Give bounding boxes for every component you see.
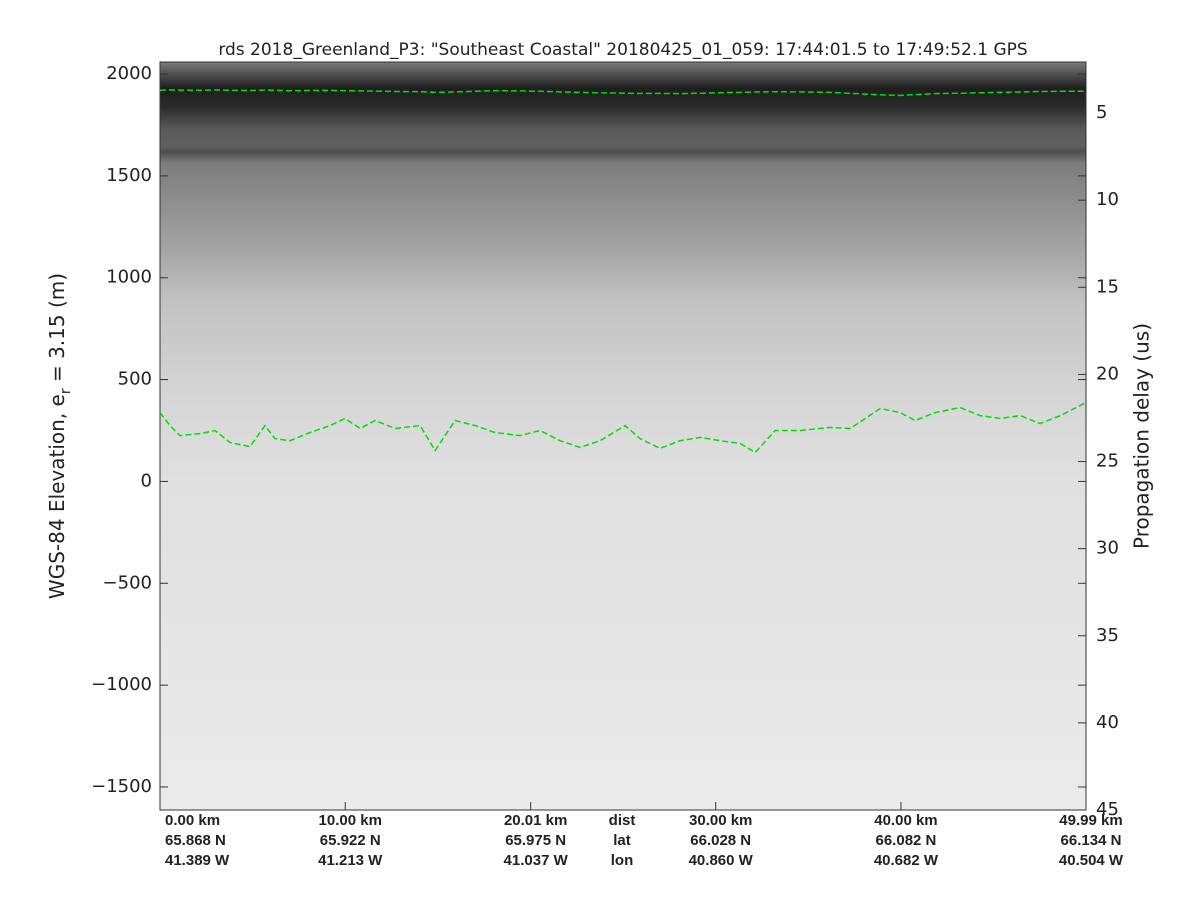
lon-label: 40.504 W bbox=[1059, 852, 1124, 869]
y2-tick-label: 10 bbox=[1096, 189, 1119, 210]
x-tick-label: 0.00 km bbox=[165, 812, 220, 829]
y2-tick-label: 25 bbox=[1096, 451, 1119, 472]
lon-label: 40.860 W bbox=[689, 852, 754, 869]
x-tick-label: 30.00 km bbox=[689, 812, 752, 829]
lon-label: 41.213 W bbox=[318, 852, 383, 869]
row-label: dist bbox=[609, 812, 636, 829]
y-tick-label: 1500 bbox=[106, 165, 152, 186]
y-tick-label: 1000 bbox=[106, 267, 152, 288]
lat-label: 66.082 N bbox=[876, 832, 937, 849]
x-tick-label: 40.00 km bbox=[874, 812, 937, 829]
lat-label: 66.134 N bbox=[1061, 832, 1122, 849]
y2-tick-label: 45 bbox=[1096, 799, 1119, 820]
y-tick-label: −500 bbox=[103, 572, 152, 593]
y2-tick-label: 15 bbox=[1096, 276, 1119, 297]
radargram bbox=[160, 62, 1086, 810]
y-axis-label: WGS-84 Elevation, er = 3.15 (m) bbox=[45, 273, 75, 599]
y-tick-label: 500 bbox=[118, 369, 152, 390]
y2-axis-label: Propagation delay (us) bbox=[1130, 323, 1154, 549]
y2-tick-label: 5 bbox=[1096, 102, 1107, 123]
y-tick-label: −1500 bbox=[91, 776, 152, 797]
x-tick-label: 10.00 km bbox=[319, 812, 382, 829]
y-tick-label: 0 bbox=[141, 470, 152, 491]
y2-tick-label: 30 bbox=[1096, 538, 1119, 559]
y2-tick-label: 40 bbox=[1096, 712, 1119, 733]
lat-label: 65.922 N bbox=[320, 832, 381, 849]
lon-label: 41.389 W bbox=[165, 852, 230, 869]
chart-title: rds 2018_Greenland_P3: "Southeast Coasta… bbox=[218, 40, 1027, 60]
row-label: lat bbox=[613, 832, 631, 849]
lat-label: 65.868 N bbox=[165, 832, 226, 849]
plot-frame bbox=[159, 61, 1087, 811]
lon-label: 40.682 W bbox=[874, 852, 939, 869]
x-tick-label: 49.99 km bbox=[1059, 812, 1122, 829]
row-label: lon bbox=[611, 852, 634, 869]
y2-tick-label: 20 bbox=[1096, 363, 1119, 384]
lat-label: 66.028 N bbox=[690, 832, 751, 849]
lon-label: 41.037 W bbox=[504, 852, 569, 869]
layer-line bbox=[159, 401, 1087, 454]
y2-tick-label: 35 bbox=[1096, 625, 1119, 646]
y-tick-label: 2000 bbox=[106, 63, 152, 84]
y-tick-label: −1000 bbox=[91, 674, 152, 695]
x-tick-label: 20.01 km bbox=[504, 812, 567, 829]
lat-label: 65.975 N bbox=[505, 832, 566, 849]
